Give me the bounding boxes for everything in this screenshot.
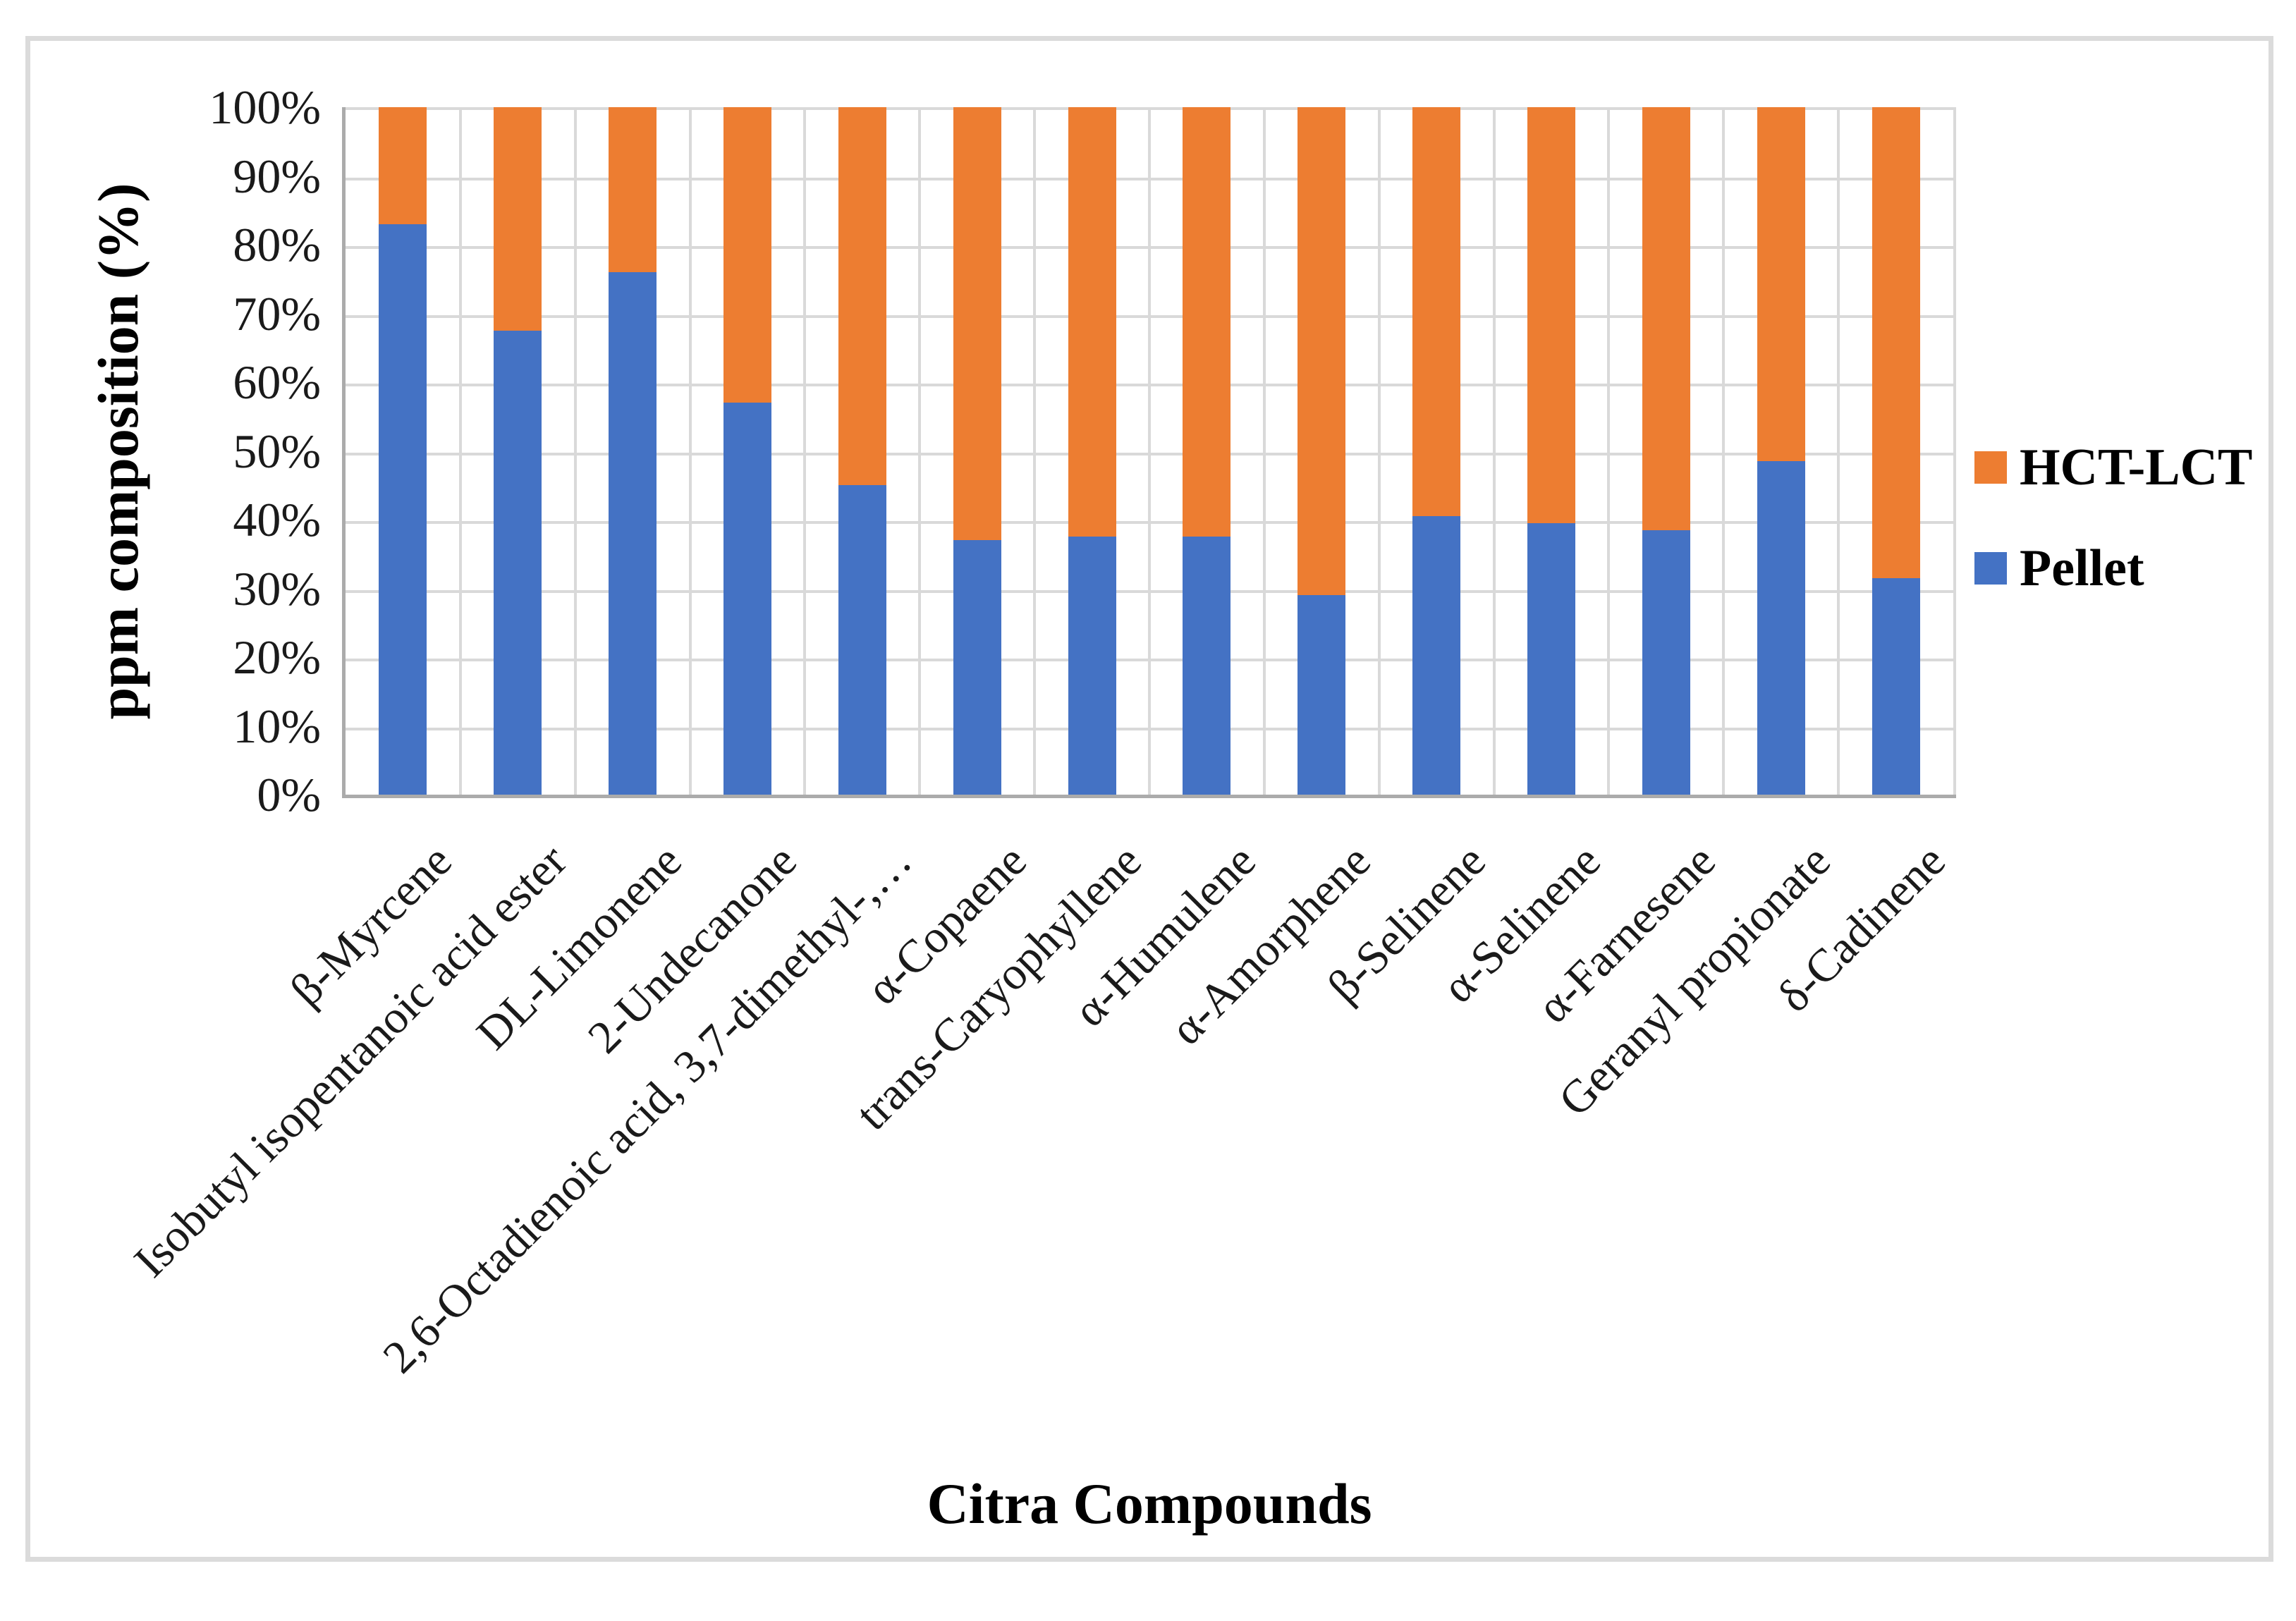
- v-gridline-3: [688, 110, 692, 797]
- v-gridline-7: [1148, 110, 1151, 797]
- bar-segment-hct-lct: [494, 107, 542, 331]
- bar-segment-pellet: [838, 485, 886, 795]
- x-axis-line: [342, 795, 1956, 798]
- x-axis-title: Citra Compounds: [927, 1472, 1372, 1536]
- legend-swatch-hct-lct: [1974, 451, 2007, 484]
- v-gridline-12: [1722, 110, 1726, 797]
- bar-segment-hct-lct: [1183, 107, 1231, 537]
- v-gridline-9: [1377, 110, 1381, 797]
- bar-segment-hct-lct: [1642, 107, 1690, 530]
- bar-segment-pellet: [953, 540, 1001, 795]
- bar-segment-pellet: [609, 272, 657, 795]
- bar-segment-hct-lct: [1871, 107, 1920, 578]
- legend-label-pellet: Pellet: [2020, 539, 2144, 597]
- bar-segment-hct-lct: [609, 107, 657, 272]
- y-tick-label-10: 10%: [233, 699, 321, 753]
- bar-segment-hct-lct: [723, 107, 771, 403]
- bar-segment-hct-lct: [379, 107, 427, 224]
- bar-segment-pellet: [723, 403, 771, 795]
- y-tick-label-90: 90%: [233, 149, 321, 203]
- y-tick-label-60: 60%: [233, 355, 321, 409]
- v-gridline-4: [803, 110, 807, 797]
- bar-segment-pellet: [1642, 530, 1690, 795]
- y-tick-label-50: 50%: [233, 424, 321, 478]
- bar-segment-hct-lct: [953, 107, 1001, 541]
- bar-segment-pellet: [1871, 577, 1920, 795]
- bar-segment-pellet: [1412, 516, 1461, 795]
- bar-segment-hct-lct: [838, 107, 886, 486]
- bar-segment-hct-lct: [1068, 107, 1116, 537]
- y-tick-label-30: 30%: [233, 561, 321, 616]
- bar-segment-pellet: [1757, 461, 1805, 795]
- y-tick-label-70: 70%: [233, 286, 321, 341]
- bar-segment-hct-lct: [1757, 107, 1805, 462]
- y-tick-label-100: 100%: [209, 80, 321, 134]
- bar-segment-pellet: [1068, 537, 1116, 795]
- y-axis-line: [342, 107, 346, 798]
- legend-item-pellet: Pellet: [1974, 537, 2144, 600]
- bar-segment-pellet: [1297, 595, 1346, 795]
- y-tick-label-40: 40%: [233, 493, 321, 546]
- v-gridline-6: [1033, 110, 1037, 797]
- y-tick-label-0: 0%: [257, 768, 321, 821]
- bar-segment-pellet: [1183, 537, 1231, 795]
- bar-segment-hct-lct: [1412, 107, 1461, 517]
- y-tick-label-80: 80%: [233, 218, 321, 271]
- bar-segment-pellet: [379, 224, 427, 795]
- v-gridline-5: [918, 110, 922, 797]
- legend-label-hct-lct: HCT-LCT: [2020, 439, 2253, 496]
- v-gridline-8: [1262, 110, 1266, 797]
- plot-area: [346, 107, 1956, 797]
- v-gridline-1: [458, 110, 462, 797]
- y-tick-label-20: 20%: [233, 630, 321, 684]
- bar-segment-hct-lct: [1297, 107, 1346, 596]
- legend-item-hct-lct: HCT-LCT: [1974, 436, 2252, 499]
- legend-swatch-pellet: [1974, 552, 2007, 585]
- v-gridline-10: [1492, 110, 1496, 797]
- bar-segment-pellet: [494, 330, 542, 795]
- bar-segment-pellet: [1527, 522, 1575, 795]
- bar-segment-hct-lct: [1527, 107, 1575, 523]
- v-gridline-2: [573, 110, 577, 797]
- v-gridline-11: [1607, 110, 1611, 797]
- v-gridline-13: [1837, 110, 1840, 797]
